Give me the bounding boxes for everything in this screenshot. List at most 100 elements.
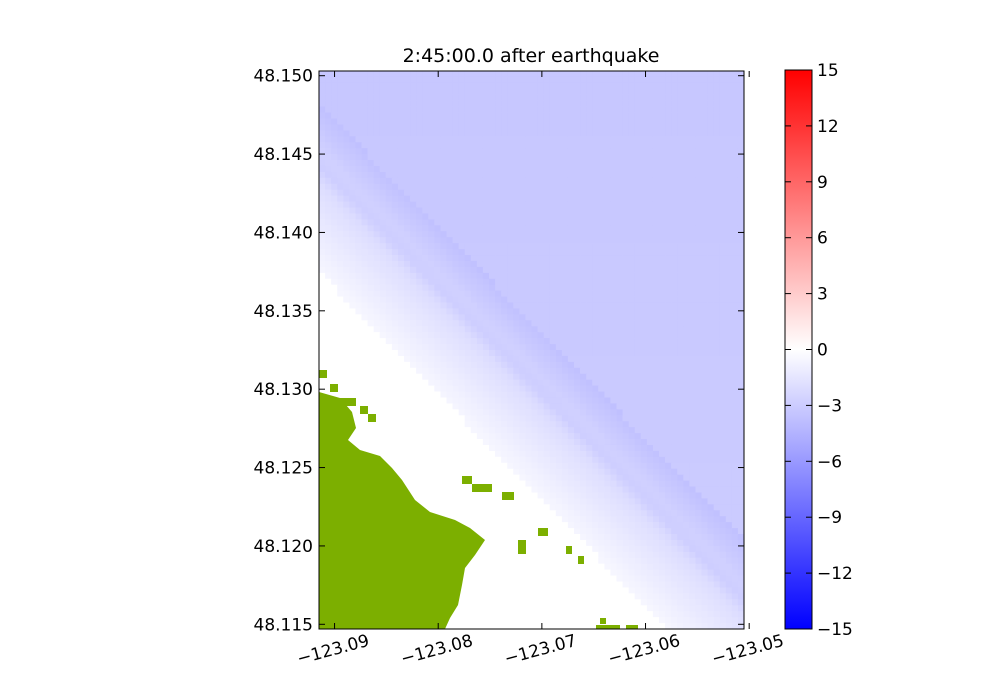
heatmap-cell (537, 171, 545, 179)
heatmap-cell (470, 278, 478, 286)
heatmap-cell (683, 100, 690, 108)
heatmap-cell (586, 76, 593, 84)
heatmap-cell (640, 415, 648, 422)
heatmap-cell (495, 112, 502, 120)
heatmap-cell (440, 385, 448, 393)
heatmap-cell (337, 249, 344, 256)
heatmap-cell (610, 130, 618, 137)
heatmap-cell (671, 474, 678, 482)
heatmap-cell (737, 171, 744, 179)
heatmap-cell (482, 171, 490, 179)
heatmap-cell (434, 456, 442, 464)
heatmap-cell (640, 118, 648, 126)
heatmap-cell (598, 154, 605, 161)
heatmap-cell (543, 308, 551, 315)
heatmap-cell (634, 320, 642, 327)
heatmap-cell (646, 213, 654, 221)
heatmap-cell (622, 474, 630, 482)
heatmap-cell (549, 112, 557, 120)
heatmap-cell (355, 130, 363, 137)
heatmap-cell (343, 338, 350, 345)
heatmap-cell (464, 379, 472, 387)
heatmap-cell (434, 355, 442, 363)
heatmap-cell (561, 308, 569, 315)
heatmap-cell (507, 391, 514, 399)
heatmap-cell (725, 255, 733, 262)
heatmap-cell (580, 124, 587, 131)
heatmap-cell (659, 266, 666, 274)
heatmap-cell (495, 344, 502, 351)
heatmap-cell (574, 255, 581, 262)
heatmap-cell (598, 332, 605, 339)
heatmap-cell (507, 332, 514, 339)
heatmap-cell (652, 320, 660, 327)
heatmap-cell (507, 486, 514, 494)
heatmap-cell (719, 320, 727, 327)
heatmap-cell (567, 171, 575, 179)
heatmap-cell (379, 130, 387, 137)
heatmap-cell (610, 272, 618, 280)
heatmap-cell (725, 444, 733, 452)
heatmap-cell (604, 403, 612, 410)
heatmap-cell (531, 320, 539, 327)
heatmap-cell (385, 403, 393, 410)
heatmap-cell (507, 225, 514, 232)
heatmap-cell (331, 361, 338, 369)
heatmap-cell (482, 243, 490, 250)
heatmap-cell (695, 474, 703, 482)
heatmap-cell (713, 243, 721, 250)
heatmap-cell (519, 415, 527, 422)
heatmap-cell (665, 154, 672, 161)
heatmap-cell (452, 148, 460, 155)
heatmap-cell (725, 379, 733, 387)
heatmap-cell (482, 474, 490, 482)
heatmap-cell (646, 290, 654, 298)
heatmap-cell (616, 373, 624, 381)
heatmap-cell (349, 278, 357, 286)
heatmap-cell (604, 320, 612, 327)
heatmap-cell (695, 361, 703, 369)
heatmap-cell (580, 106, 587, 114)
heatmap-cell (683, 421, 690, 428)
heatmap-cell (507, 165, 514, 173)
heatmap-cell (319, 249, 326, 256)
heatmap-cell (385, 433, 393, 440)
heatmap-cell (677, 284, 684, 292)
heatmap-cell (659, 355, 666, 363)
heatmap-cell (482, 379, 490, 387)
heatmap-cell (737, 201, 744, 209)
heatmap-cell (343, 82, 350, 90)
heatmap-cell (440, 195, 448, 203)
heatmap-cell (355, 361, 363, 369)
heatmap-cell (677, 361, 684, 369)
heatmap-cell (355, 219, 363, 226)
heatmap-cell (652, 284, 660, 292)
heatmap-cell (695, 207, 703, 215)
heatmap-cell (337, 106, 344, 114)
heatmap-cell (495, 290, 502, 298)
heatmap-cell (458, 231, 466, 238)
heatmap-cell (397, 231, 405, 238)
heatmap-cell (343, 213, 350, 221)
heatmap-cell (549, 243, 557, 250)
heatmap-cell (428, 160, 435, 167)
heatmap-cell (476, 403, 484, 410)
heatmap-cell (671, 189, 678, 197)
heatmap-cell (507, 456, 514, 464)
heatmap-cell (707, 231, 715, 238)
heatmap-cell (391, 314, 399, 321)
heatmap-cell (586, 385, 593, 393)
heatmap-cell (428, 243, 435, 250)
heatmap-cell (349, 237, 357, 244)
heatmap-cell (646, 421, 654, 428)
heatmap-cell (701, 112, 709, 120)
heatmap-cell (622, 225, 630, 232)
heatmap-cell (689, 409, 697, 416)
heatmap-cell (337, 219, 344, 226)
heatmap-cell (513, 314, 520, 321)
heatmap-cell (379, 344, 387, 351)
heatmap-cell (659, 385, 666, 393)
heatmap-cell (610, 338, 618, 345)
heatmap-cell (367, 243, 375, 250)
heatmap-cell (695, 219, 703, 226)
